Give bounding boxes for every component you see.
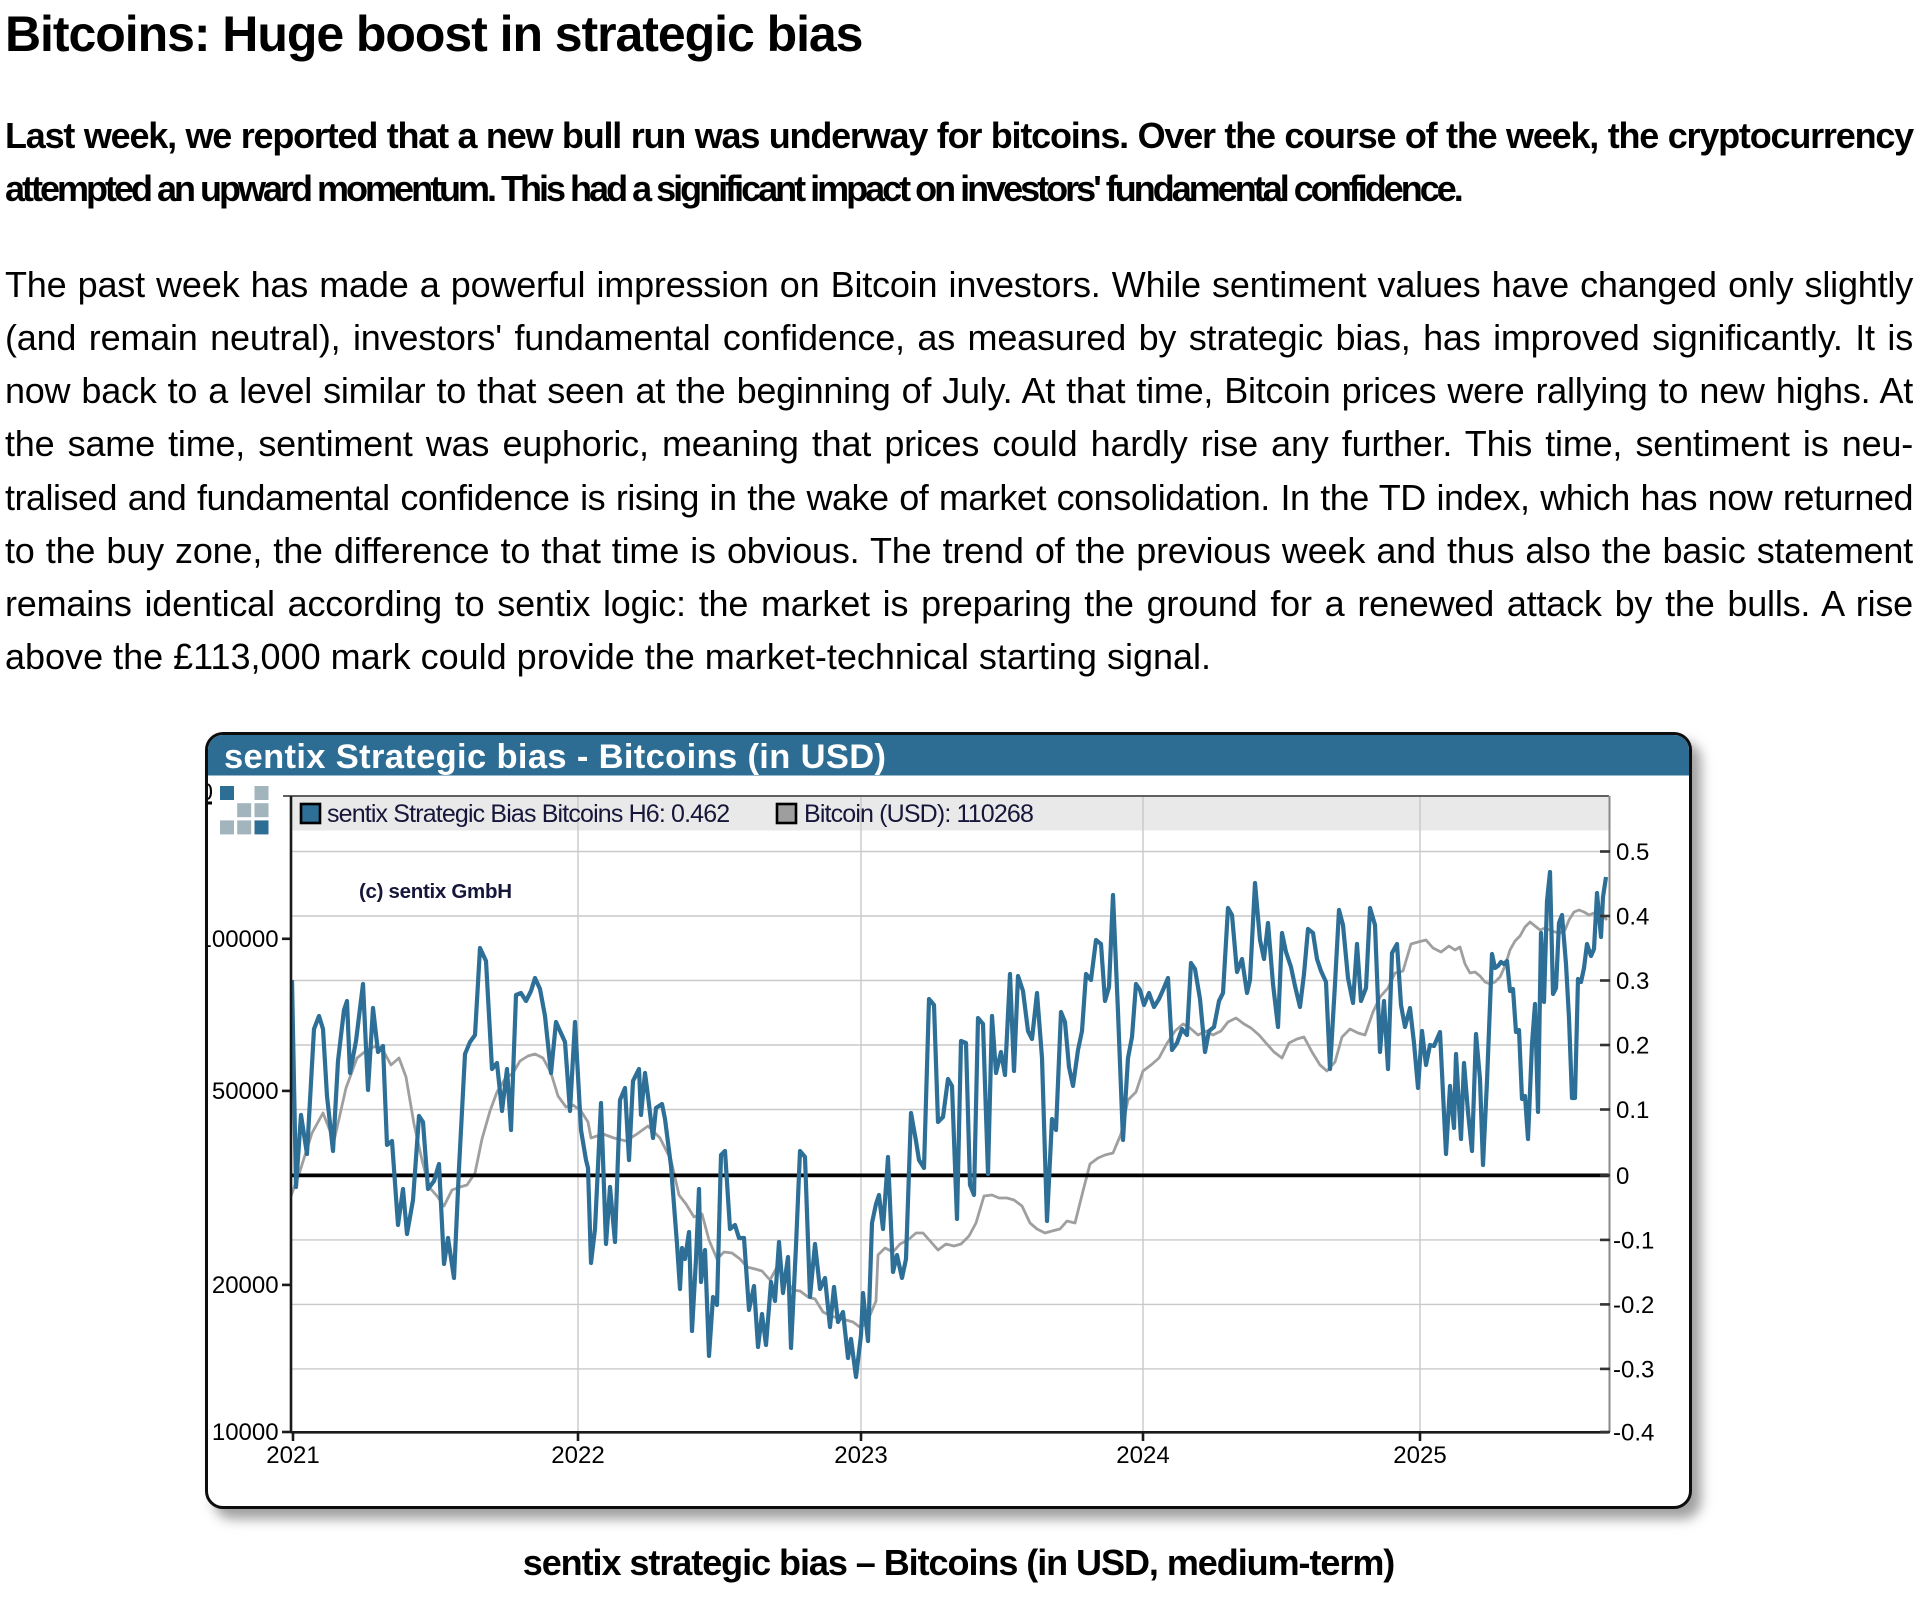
svg-text:2021: 2021 <box>266 1442 319 1469</box>
svg-text:0.5: 0.5 <box>1616 839 1649 866</box>
svg-text:2024: 2024 <box>1116 1442 1169 1469</box>
svg-text:50000: 50000 <box>212 1078 279 1105</box>
svg-text:-0.1: -0.1 <box>1613 1227 1654 1254</box>
svg-text:100000: 100000 <box>205 926 279 953</box>
svg-text:0.2: 0.2 <box>1616 1033 1649 1060</box>
svg-text:sentix Strategic bias - Bitcoi: sentix Strategic bias - Bitcoins (in USD… <box>224 738 886 776</box>
svg-text:10000: 10000 <box>212 1419 279 1446</box>
svg-text:-0.2: -0.2 <box>1613 1292 1654 1319</box>
svg-text:0: 0 <box>1616 1163 1629 1190</box>
svg-text:200000: 200000 <box>205 779 213 806</box>
svg-text:2022: 2022 <box>551 1442 604 1469</box>
svg-text:Bitcoin (USD): 110268: Bitcoin (USD): 110268 <box>804 800 1033 828</box>
svg-text:-0.3: -0.3 <box>1613 1356 1654 1383</box>
svg-text:0.1: 0.1 <box>1616 1097 1649 1124</box>
svg-text:2023: 2023 <box>834 1442 887 1469</box>
svg-text:sentix Strategic Bias Bitcoins: sentix Strategic Bias Bitcoins H6: 0.462 <box>327 800 729 828</box>
svg-text:0.4: 0.4 <box>1616 904 1649 931</box>
svg-text:(c) sentix GmbH: (c) sentix GmbH <box>359 880 512 903</box>
svg-text:20000: 20000 <box>212 1272 279 1299</box>
svg-text:0.3: 0.3 <box>1616 968 1649 995</box>
svg-text:-0.4: -0.4 <box>1613 1420 1654 1447</box>
svg-text:2025: 2025 <box>1393 1442 1446 1469</box>
